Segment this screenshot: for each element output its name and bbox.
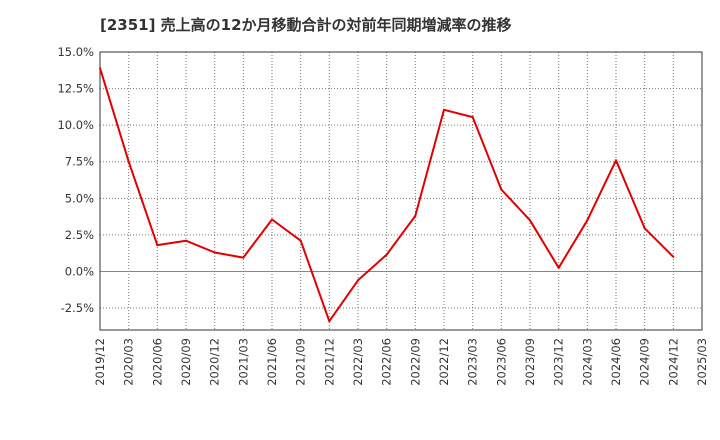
x-tick-label: 2020/03 — [122, 338, 136, 386]
x-tick-label: 2020/12 — [208, 338, 222, 386]
x-tick-label: 2023/12 — [552, 338, 566, 386]
data-point — [271, 218, 273, 221]
data-point — [443, 108, 445, 111]
data-point — [471, 116, 474, 119]
data-point — [414, 214, 417, 217]
data-point — [615, 159, 617, 162]
x-tick-label: 2023/09 — [523, 338, 537, 386]
data-point — [328, 320, 331, 323]
data-point — [156, 244, 159, 247]
x-tick-label: 2021/06 — [265, 338, 279, 386]
chart-title: [2351] 売上高の12か月移動合計の対前年同期増減率の推移 — [100, 16, 512, 34]
x-tick-label: 2020/06 — [150, 338, 164, 386]
y-tick-label: 10.0% — [57, 118, 94, 132]
data-point — [299, 239, 302, 242]
y-tick-label: 12.5% — [57, 82, 94, 96]
y-tick-label: 5.0% — [65, 191, 94, 205]
x-tick-label: 2019/12 — [93, 338, 107, 386]
x-tick-label: 2020/09 — [179, 338, 193, 386]
data-point — [529, 219, 531, 222]
plot-frame — [99, 51, 703, 331]
data-point — [127, 160, 130, 163]
x-tick-label: 2022/09 — [408, 338, 422, 386]
x-tick-label: 2024/03 — [580, 338, 594, 386]
data-point — [586, 219, 589, 222]
y-tick-label: 2.5% — [65, 228, 94, 242]
x-tick-label: 2022/03 — [351, 338, 365, 386]
x-tick-label: 2022/12 — [437, 338, 451, 386]
data-point — [242, 256, 245, 259]
x-tick-label: 2025/03 — [695, 338, 709, 386]
y-tick-label: -2.5% — [61, 301, 94, 315]
y-tick-label: 0.0% — [65, 264, 94, 278]
y-tick-label: 15.0% — [57, 45, 94, 59]
data-point — [357, 279, 359, 282]
y-tick-label: 7.5% — [65, 155, 94, 169]
x-tick-label: 2024/06 — [609, 338, 623, 386]
x-tick-label: 2023/03 — [466, 338, 480, 386]
x-tick-label: 2024/09 — [638, 338, 652, 386]
data-point — [99, 67, 101, 70]
x-tick-label: 2023/06 — [494, 338, 508, 386]
x-tick-label: 2022/06 — [380, 338, 394, 386]
data-point — [672, 255, 675, 258]
data-point — [185, 239, 187, 242]
x-tick-label: 2021/03 — [236, 338, 250, 386]
data-point — [643, 227, 646, 230]
x-tick-label: 2021/09 — [294, 338, 308, 386]
data-point — [213, 251, 216, 254]
x-tick-label: 2024/12 — [666, 338, 680, 386]
data-point — [500, 188, 503, 191]
x-tick-label: 2021/12 — [322, 338, 336, 386]
data-point — [557, 266, 560, 269]
data-point — [385, 253, 388, 256]
